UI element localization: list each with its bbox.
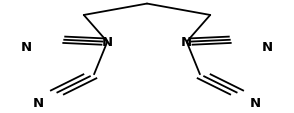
Text: N: N bbox=[262, 41, 273, 54]
Text: N: N bbox=[250, 96, 261, 109]
Text: N: N bbox=[21, 41, 32, 54]
Text: N: N bbox=[33, 96, 44, 109]
Text: N: N bbox=[181, 36, 192, 49]
Text: N: N bbox=[102, 36, 113, 49]
